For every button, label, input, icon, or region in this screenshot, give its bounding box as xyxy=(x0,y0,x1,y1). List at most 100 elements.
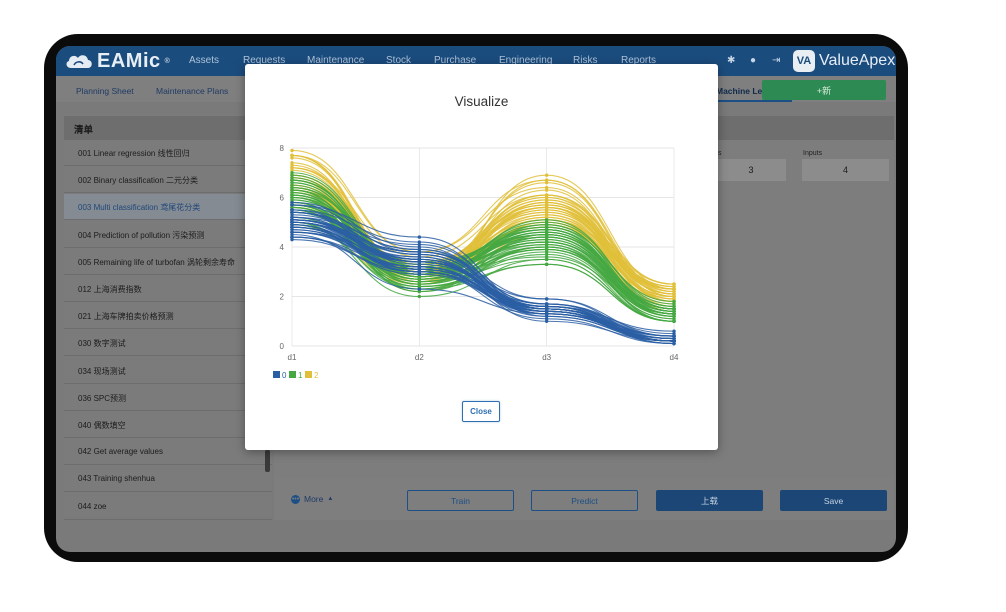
user-icon[interactable]: ● xyxy=(750,55,757,66)
series-1-line xyxy=(291,192,675,315)
nav-purchase[interactable]: Purchase xyxy=(434,55,477,66)
new-button[interactable]: +新 xyxy=(762,80,886,100)
series-0-point xyxy=(290,210,294,215)
parallel-coordinates-chart: 0 2 4 6 8 d1 d2 d3 d4 0 1 2 xyxy=(273,144,679,380)
tab-maintenance-plans[interactable]: Maintenance Plans xyxy=(156,86,229,96)
series-0-point xyxy=(417,272,422,276)
x-axis-label: d1 xyxy=(288,353,297,362)
series-1-point xyxy=(290,183,294,187)
series-1-point xyxy=(544,240,549,244)
series-0-point xyxy=(417,252,422,257)
series-1-point xyxy=(672,299,676,304)
save-button[interactable]: Save xyxy=(780,490,887,511)
series-0-point xyxy=(417,270,422,274)
series-0-point xyxy=(290,237,294,242)
nav-engineering[interactable]: Engineering xyxy=(499,55,553,66)
nav-stock[interactable]: Stock xyxy=(386,55,412,66)
inputs-field[interactable]: 4 xyxy=(802,159,889,181)
series-0-point xyxy=(417,255,422,259)
series-2-point xyxy=(544,203,549,207)
series-1-point xyxy=(417,275,422,279)
list-item[interactable]: 001 Linear regression 线性回归 xyxy=(64,140,272,166)
nav-reports[interactable]: Reports xyxy=(621,55,657,66)
series-1-point xyxy=(290,173,294,177)
series-0-point xyxy=(672,339,676,343)
list-item[interactable]: 042 Get average values xyxy=(64,439,272,466)
series-1-point xyxy=(290,198,294,202)
list-item[interactable]: 030 数字测试 xyxy=(64,330,272,357)
series-0-point xyxy=(544,302,549,306)
series-1-point xyxy=(672,304,676,309)
series-2-line xyxy=(291,154,675,293)
gear-icon[interactable]: ✱ xyxy=(727,55,736,66)
predict-button[interactable]: Predict xyxy=(531,490,638,511)
series-2-point xyxy=(544,193,549,197)
series-0-point xyxy=(290,230,294,234)
nav-maintenance[interactable]: Maintenance xyxy=(307,55,365,66)
series-0-point xyxy=(290,218,294,222)
upload-button[interactable]: 上载 xyxy=(656,490,763,511)
app-logo[interactable]: EAMic ® xyxy=(64,49,170,73)
series-1-point xyxy=(544,232,549,237)
legend-label-0: 0 xyxy=(282,371,287,380)
nav-risks[interactable]: Risks xyxy=(573,55,598,66)
series-2-point xyxy=(290,148,294,153)
outputs-label: ts xyxy=(716,150,722,157)
list-item[interactable]: 012 上海消费指数 xyxy=(64,276,272,302)
active-tab-indicator xyxy=(708,100,792,102)
more-menu[interactable]: ••• More ▲ xyxy=(291,494,333,504)
series-2-point xyxy=(544,195,549,200)
list-item[interactable]: 040 偶数填空 xyxy=(64,412,272,438)
series-2-point xyxy=(290,156,294,160)
series-1-point xyxy=(544,245,549,249)
series-2-point xyxy=(672,284,676,289)
series-0-point xyxy=(290,200,294,205)
legend-label-2: 2 xyxy=(314,371,319,380)
list-item[interactable]: 004 Prediction of pollution 污染预测 xyxy=(64,222,272,248)
list-item[interactable]: 043 Training shenhua xyxy=(64,466,272,493)
tab-planning-sheet[interactable]: Planning Sheet xyxy=(76,86,134,96)
series-2-point xyxy=(544,208,549,212)
series-0-point xyxy=(290,227,294,232)
series-2-point xyxy=(544,210,549,215)
logout-icon[interactable]: ⇥ xyxy=(772,55,781,66)
list-item[interactable]: 036 SPC预测 xyxy=(64,385,272,411)
more-dots-icon: ••• xyxy=(291,494,300,504)
series-1-point xyxy=(672,319,676,323)
logo-text: EAMic xyxy=(97,49,161,72)
series-1-point xyxy=(417,289,422,294)
detail-panel-header xyxy=(716,116,894,140)
series-0-point xyxy=(417,257,422,262)
nav-requests[interactable]: Requests xyxy=(243,55,286,66)
nav-assets[interactable]: Assets xyxy=(189,55,220,66)
logo-registered-mark: ® xyxy=(164,57,170,65)
close-button[interactable]: Close xyxy=(462,401,500,422)
list-item[interactable]: 021 上海车牌拍卖价格预测 xyxy=(64,303,272,330)
list-item[interactable]: 005 Remaining life of turbofan 涡轮剩余寿命 xyxy=(64,249,272,275)
series-0-line xyxy=(291,231,675,342)
tab-machine-learning[interactable]: Machine Le xyxy=(716,86,763,96)
series-2-point xyxy=(672,297,676,301)
cloud-logo-icon xyxy=(66,55,92,68)
series-2-line xyxy=(291,187,675,293)
series-1-point xyxy=(672,302,676,306)
series-0-line xyxy=(291,214,675,342)
series-0-point xyxy=(417,247,422,252)
series-1-point xyxy=(544,223,549,227)
list-item[interactable]: 002 Binary classification 二元分类 xyxy=(64,167,272,194)
y-tick-label: 8 xyxy=(280,144,285,153)
list-scrollbar[interactable] xyxy=(265,450,270,472)
series-1-point xyxy=(417,282,422,286)
series-1-point xyxy=(544,237,549,242)
series-0-point xyxy=(417,287,422,291)
inputs-label: Inputs xyxy=(803,150,823,157)
series-0-point xyxy=(672,341,676,346)
legend-swatch-1 xyxy=(289,371,296,378)
train-button[interactable]: Train xyxy=(407,490,514,511)
list-item[interactable]: 003 Multi classification 鸢尾花分类 xyxy=(64,194,272,221)
legend-swatch-0 xyxy=(273,371,280,378)
outputs-field[interactable]: 3 xyxy=(716,159,786,181)
list-item[interactable]: 034 现场测试 xyxy=(64,358,272,384)
valueapex-text: ValueApex xyxy=(819,52,896,69)
list-item[interactable]: 044 zoe xyxy=(64,494,272,520)
